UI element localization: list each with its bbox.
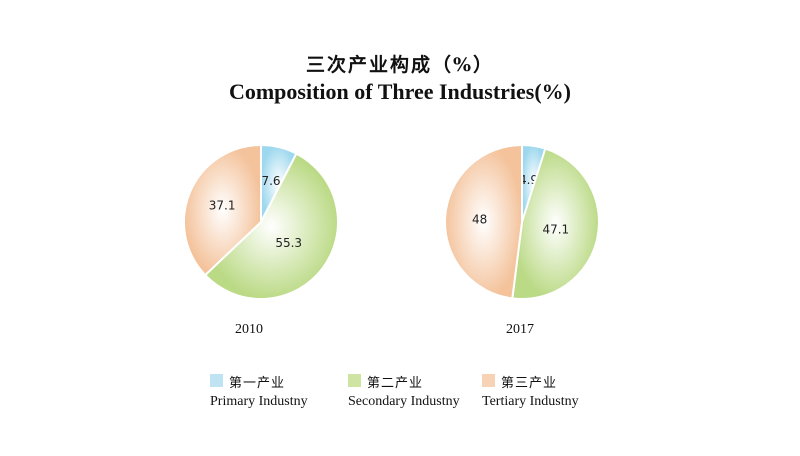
- pie-slice-secondary: [203, 152, 339, 300]
- data-label-tertiary: 48: [472, 212, 487, 226]
- data-label-secondary: 55.3: [275, 236, 302, 250]
- data-label-primary: 7.6: [261, 174, 280, 188]
- pie-2017-year-label: 2017: [506, 322, 534, 337]
- legend-swatch-tertiary: [482, 374, 495, 387]
- legend-swatch-primary: [210, 374, 223, 387]
- legend-label-cn: 第一产业: [229, 376, 286, 391]
- pie-slice-tertiary: [444, 143, 523, 300]
- legend-label-cn: 第二产业: [367, 376, 424, 391]
- data-label-secondary: 47.1: [542, 223, 569, 237]
- chart-title-en: Composition of Three Industries(%): [228, 79, 572, 104]
- data-label-tertiary: 37.1: [209, 198, 236, 212]
- legend-label-en: Secondary Industny: [348, 394, 460, 409]
- legend-label-en: Primary Industny: [210, 394, 308, 409]
- legend-label-en: Tertiary Industny: [482, 394, 579, 409]
- pie-2010: 7.6 55.3 37.1: [183, 143, 339, 300]
- chart-title-cn: 三次产业构成（%）: [305, 54, 495, 76]
- legend-swatch-secondary: [348, 374, 361, 387]
- pie-2017: 4.947.148: [444, 143, 600, 300]
- legend-label-cn: 第三产业: [501, 376, 558, 391]
- pie-2010-year-label: 2010: [235, 322, 263, 337]
- pie-slice-secondary: [511, 147, 600, 300]
- pie-slice-tertiary: [183, 143, 262, 277]
